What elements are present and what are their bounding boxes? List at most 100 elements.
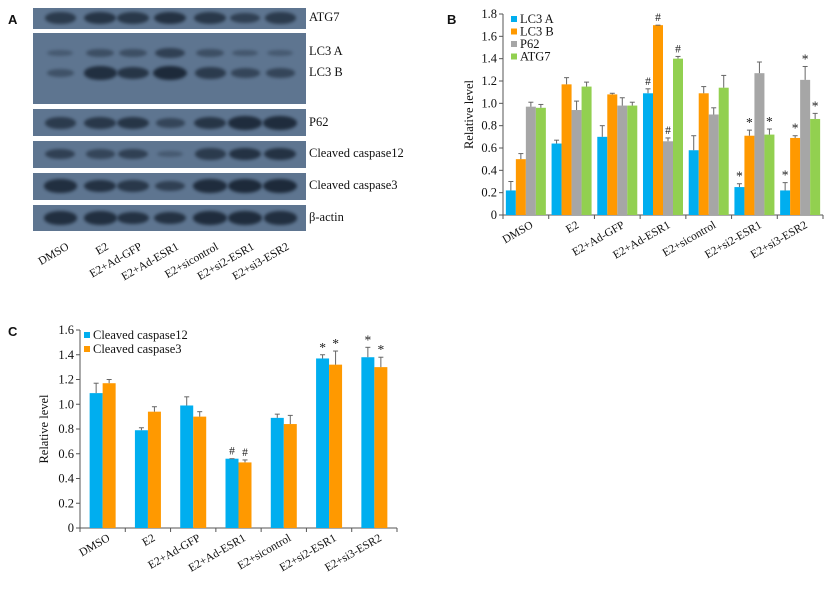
blot-label: β-actin <box>309 210 344 224</box>
y-tick-label: 0 <box>491 208 497 222</box>
bar <box>754 73 765 215</box>
legend-swatch <box>511 16 517 22</box>
blot-strip <box>33 141 306 168</box>
bar <box>238 462 252 528</box>
significance-mark: * <box>736 169 743 184</box>
blot-band <box>193 179 227 193</box>
bar <box>744 135 755 215</box>
bar <box>617 105 628 215</box>
x-tick-label: DMSO <box>77 532 112 559</box>
blot-band <box>228 116 262 130</box>
y-tick-label: 1.4 <box>481 52 497 66</box>
blot-band <box>84 117 116 129</box>
legend-swatch <box>84 346 90 352</box>
bar <box>316 358 330 528</box>
bar <box>571 110 582 215</box>
x-tick-label: E2+si3-ESR2 <box>323 532 384 574</box>
significance-mark: # <box>645 76 651 88</box>
x-tick-label: E2+si3-ESR2 <box>749 219 810 261</box>
bar <box>764 134 775 215</box>
blot-band <box>196 48 224 58</box>
bar <box>551 143 562 215</box>
y-tick-label: 0.8 <box>58 422 74 436</box>
significance-mark: * <box>746 115 753 130</box>
x-tick-label: E2+sicontrol <box>236 532 294 572</box>
panel-letter-c: C <box>8 324 18 339</box>
blot-band <box>153 66 187 80</box>
blot-band <box>83 211 117 225</box>
bar <box>193 416 207 528</box>
y-tick-label: 0.6 <box>58 447 74 461</box>
y-axis-label: Relative level <box>462 79 476 149</box>
bar <box>627 105 638 215</box>
significance-mark: * <box>812 98 819 113</box>
bar <box>708 114 719 215</box>
bar <box>653 25 663 215</box>
bar <box>607 94 618 215</box>
blot-band <box>155 180 185 192</box>
significance-mark: * <box>766 114 773 129</box>
bar <box>505 190 516 215</box>
blot-band <box>228 179 262 193</box>
bar <box>180 405 194 528</box>
bar <box>581 86 592 215</box>
y-tick-label: 0.2 <box>481 186 497 200</box>
blot-strip <box>33 8 306 29</box>
y-tick-label: 0.8 <box>481 119 497 133</box>
blot-label: LC3 B <box>309 65 343 79</box>
significance-mark: # <box>229 446 235 458</box>
blot-band <box>228 211 262 225</box>
significance-mark: * <box>802 51 809 66</box>
y-tick-label: 1.0 <box>481 96 497 110</box>
bar <box>515 159 526 215</box>
significance-mark: * <box>792 121 799 136</box>
significance-mark: * <box>364 332 371 347</box>
y-tick-label: 0.2 <box>58 496 74 510</box>
bar <box>102 383 116 528</box>
blot-band <box>43 179 77 193</box>
bar <box>329 364 343 528</box>
blot-band <box>228 147 262 161</box>
significance-mark: * <box>319 340 326 355</box>
x-tick-label: E2+Ad-ESR1 <box>187 532 249 575</box>
x-tick-label: DMSO <box>501 219 536 246</box>
blot-band <box>45 148 75 160</box>
blot-band <box>119 48 147 58</box>
y-tick-label: 0 <box>68 521 74 535</box>
legend-swatch <box>84 332 90 338</box>
blot-label: ATG7 <box>309 10 340 24</box>
y-tick-label: 1.6 <box>58 323 74 337</box>
blot-band <box>194 67 226 79</box>
legend-label: ATG7 <box>520 50 551 64</box>
bar <box>718 87 729 215</box>
significance-mark: * <box>332 336 339 351</box>
panel-letter-a: A <box>8 12 18 27</box>
blot-band <box>232 49 258 57</box>
blot-band <box>83 66 117 80</box>
blot-strip <box>33 33 306 104</box>
bar <box>790 137 801 215</box>
blot-strip <box>33 205 306 231</box>
legend-swatch <box>511 53 517 60</box>
blot-strip <box>33 173 306 200</box>
blot-label: P62 <box>309 115 329 129</box>
blot-band <box>44 117 76 129</box>
bar <box>663 141 673 215</box>
blot-band <box>193 211 227 225</box>
legend-label: Cleaved caspase3 <box>93 342 182 356</box>
y-tick-label: 1.2 <box>481 74 497 88</box>
x-tick-label: E2 <box>140 532 157 549</box>
blot-band <box>153 11 187 25</box>
panel-letter-b: B <box>447 12 457 27</box>
blot-band <box>84 11 116 25</box>
blot-band <box>155 47 185 59</box>
bar <box>270 417 284 528</box>
significance-mark: # <box>242 447 248 459</box>
legend-swatch <box>511 28 517 35</box>
x-tick-label: E2+si2-ESR1 <box>278 532 339 574</box>
y-tick-label: 1.4 <box>58 348 74 362</box>
x-tick-label: E2+Ad-GFP <box>570 219 626 259</box>
blot-band <box>46 69 74 77</box>
legend-label: Cleaved caspase12 <box>93 328 188 342</box>
significance-mark: # <box>675 43 681 55</box>
